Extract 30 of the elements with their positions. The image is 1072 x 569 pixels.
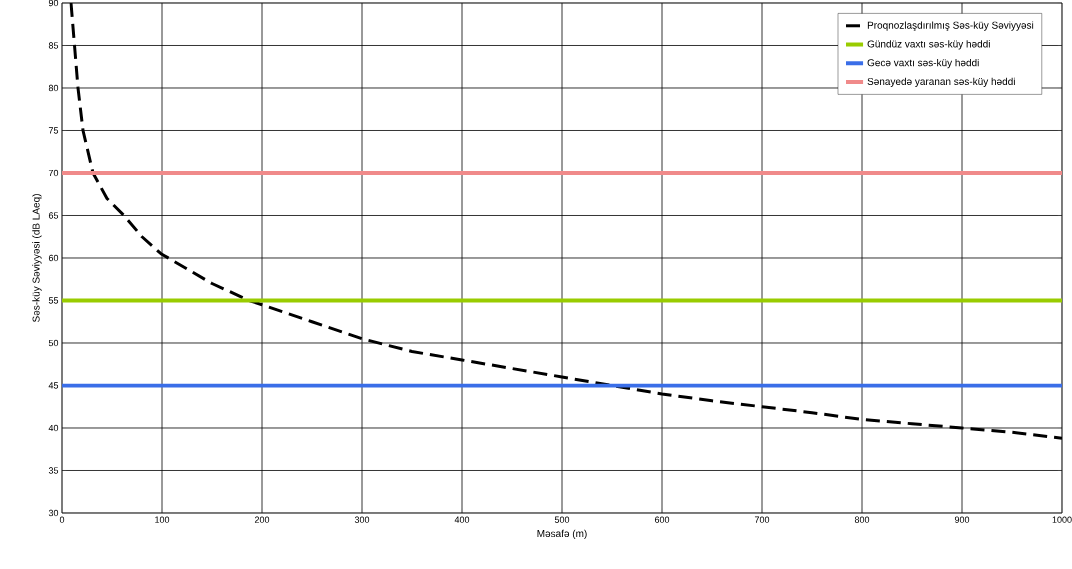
x-tick-label: 800 (854, 516, 870, 523)
x-tick-label: 400 (454, 516, 470, 523)
y-tick-label: 60 (48, 254, 59, 262)
y-tick-label: 70 (48, 169, 59, 177)
x-tick-label: 700 (754, 516, 770, 523)
x-tick-label: 0 (59, 516, 65, 523)
y-tick-label: 35 (48, 467, 59, 474)
x-tick-label: 900 (954, 516, 970, 523)
legend-label: Sənayedə yaranan səs-küy həddi (867, 77, 1015, 87)
y-tick-label: 40 (48, 424, 59, 432)
x-tick-label: 200 (254, 516, 270, 523)
y-tick-label: 50 (48, 339, 59, 347)
y-tick-label: 90 (48, 0, 59, 7)
x-axis-title: Məsafə (m) (537, 529, 587, 540)
y-tick-label: 45 (48, 382, 59, 389)
y-tick-label: 75 (48, 127, 59, 134)
legend-label: Gecə vaxtı səs-küy həddi (867, 58, 979, 69)
x-tick-label: 300 (354, 516, 370, 523)
y-tick-label: 55 (48, 297, 59, 304)
x-tick-label: 600 (654, 516, 670, 523)
x-tick-label: 1000 (1052, 516, 1072, 523)
legend-label: Proqnozlaşdırılmış Səs-küy Səviyyəsi (867, 21, 1034, 31)
y-tick-label: 65 (48, 212, 59, 219)
y-tick-label: 80 (48, 84, 59, 92)
y-tick-label: 85 (48, 42, 59, 49)
y-tick-label: 30 (48, 509, 59, 517)
x-tick-label: 500 (554, 516, 570, 523)
x-tick-label: 100 (155, 516, 170, 523)
legend-label: Gündüz vaxtı səs-küy həddi (867, 40, 990, 50)
y-axis-title: Səs-küy Səviyyəsi (dB LAeq) (32, 194, 42, 323)
